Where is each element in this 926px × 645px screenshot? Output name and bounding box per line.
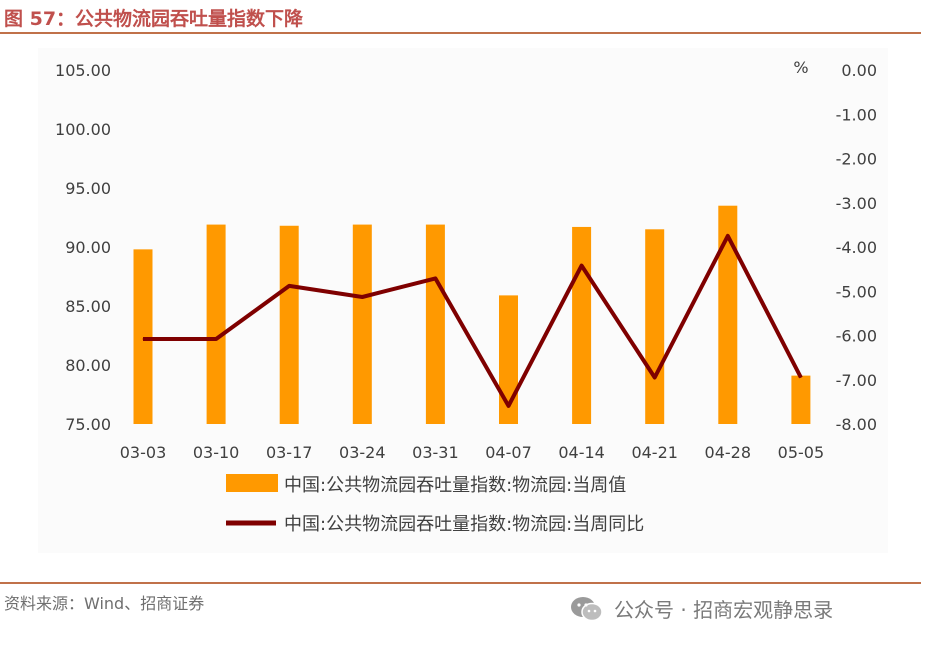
right-tick-label: -3.00 — [836, 194, 877, 213]
bar-04-14 — [572, 226, 592, 424]
left-tick-label: 90.00 — [65, 238, 111, 257]
x-tick-label: 03-10 — [193, 443, 240, 462]
right-axis-ticks: 0.00 -1.00 -2.00 -3.00 -4.00 -5.00 -6.00 -7.00 -… — [836, 61, 877, 434]
right-tick-label: -5.00 — [836, 282, 877, 301]
bar-03-10 — [206, 224, 226, 424]
bar-04-28 — [718, 205, 738, 424]
legend-line-label: 中国:公共物流园吞吐量指数:物流园:当周同比 — [284, 514, 644, 535]
bar-03-31 — [425, 224, 445, 424]
left-tick-label: 80.00 — [65, 356, 111, 375]
x-tick-label: 04-21 — [631, 443, 678, 462]
right-tick-label: 0.00 — [841, 61, 877, 80]
yoy-point-03-03 — [142, 338, 144, 340]
left-axis-ticks: 105.00 100.00 95.00 90.00 85.00 80.00 75.00 — [55, 61, 111, 434]
legend-bar-swatch — [226, 474, 278, 492]
bar-series — [133, 205, 811, 424]
left-tick-label: 100.00 — [55, 120, 111, 139]
yoy-point-03-10 — [215, 338, 217, 340]
legend: 中国:公共物流园吞吐量指数:物流园:当周值 中国:公共物流园吞吐量指数:物流园:… — [226, 474, 644, 535]
figure-title: 图 57：公共物流园吞吐量指数下降 — [4, 8, 304, 30]
right-tick-label: -4.00 — [836, 238, 877, 257]
yoy-point-04-07 — [508, 405, 509, 407]
left-tick-label: 75.00 — [65, 415, 111, 434]
x-tick-label: 03-17 — [266, 443, 313, 462]
watermark-text: 公众号 · 招商宏观静思录 — [614, 598, 834, 622]
x-axis-ticks: 03-03 03-10 03-17 03-24 03-31 04-07 04-14 04-21… — [120, 443, 824, 462]
bar-03-17 — [279, 225, 299, 424]
plot-area — [38, 48, 888, 553]
left-tick-label: 95.00 — [65, 179, 111, 198]
x-tick-label: 03-03 — [120, 443, 167, 462]
right-tick-label: -7.00 — [836, 371, 877, 390]
right-axis-unit: % — [793, 58, 808, 77]
right-tick-label: -8.00 — [836, 415, 877, 434]
x-tick-label: 05-05 — [778, 443, 825, 462]
line-series — [142, 233, 803, 408]
yoy-point-04-21 — [654, 377, 656, 379]
legend-bar-label: 中国:公共物流园吞吐量指数:物流园:当周值 — [284, 475, 626, 496]
watermark: 公众号 · 招商宏观静思录 — [570, 594, 833, 623]
yoy-point-03-31 — [434, 277, 436, 279]
x-tick-label: 04-07 — [485, 443, 532, 462]
x-tick-label: 03-31 — [412, 443, 459, 462]
yoy-point-03-24 — [361, 296, 363, 298]
bar-04-07 — [499, 295, 518, 424]
left-tick-label: 105.00 — [55, 61, 111, 80]
source-note: 资料来源：Wind、招商证券 — [4, 594, 205, 613]
bottom-divider — [0, 582, 921, 584]
right-tick-label: -2.00 — [836, 150, 877, 169]
bar-05-05 — [791, 375, 811, 424]
yoy-line — [143, 233, 803, 408]
yoy-point-05-05 — [800, 377, 802, 379]
wechat-icon — [570, 596, 604, 622]
x-tick-label: 04-14 — [558, 443, 605, 462]
x-tick-label: 03-24 — [339, 443, 386, 462]
yoy-point-04-14 — [581, 265, 583, 267]
x-tick-label: 04-28 — [705, 443, 752, 462]
right-tick-label: -6.00 — [836, 327, 877, 346]
left-tick-label: 85.00 — [65, 297, 111, 316]
bar-04-21 — [645, 229, 665, 424]
yoy-point-04-28 — [727, 235, 729, 237]
top-divider — [0, 32, 921, 34]
yoy-point-03-17 — [288, 285, 290, 287]
bar-03-24 — [352, 224, 372, 424]
bar-03-03 — [133, 249, 153, 424]
right-tick-label: -1.00 — [836, 105, 877, 124]
